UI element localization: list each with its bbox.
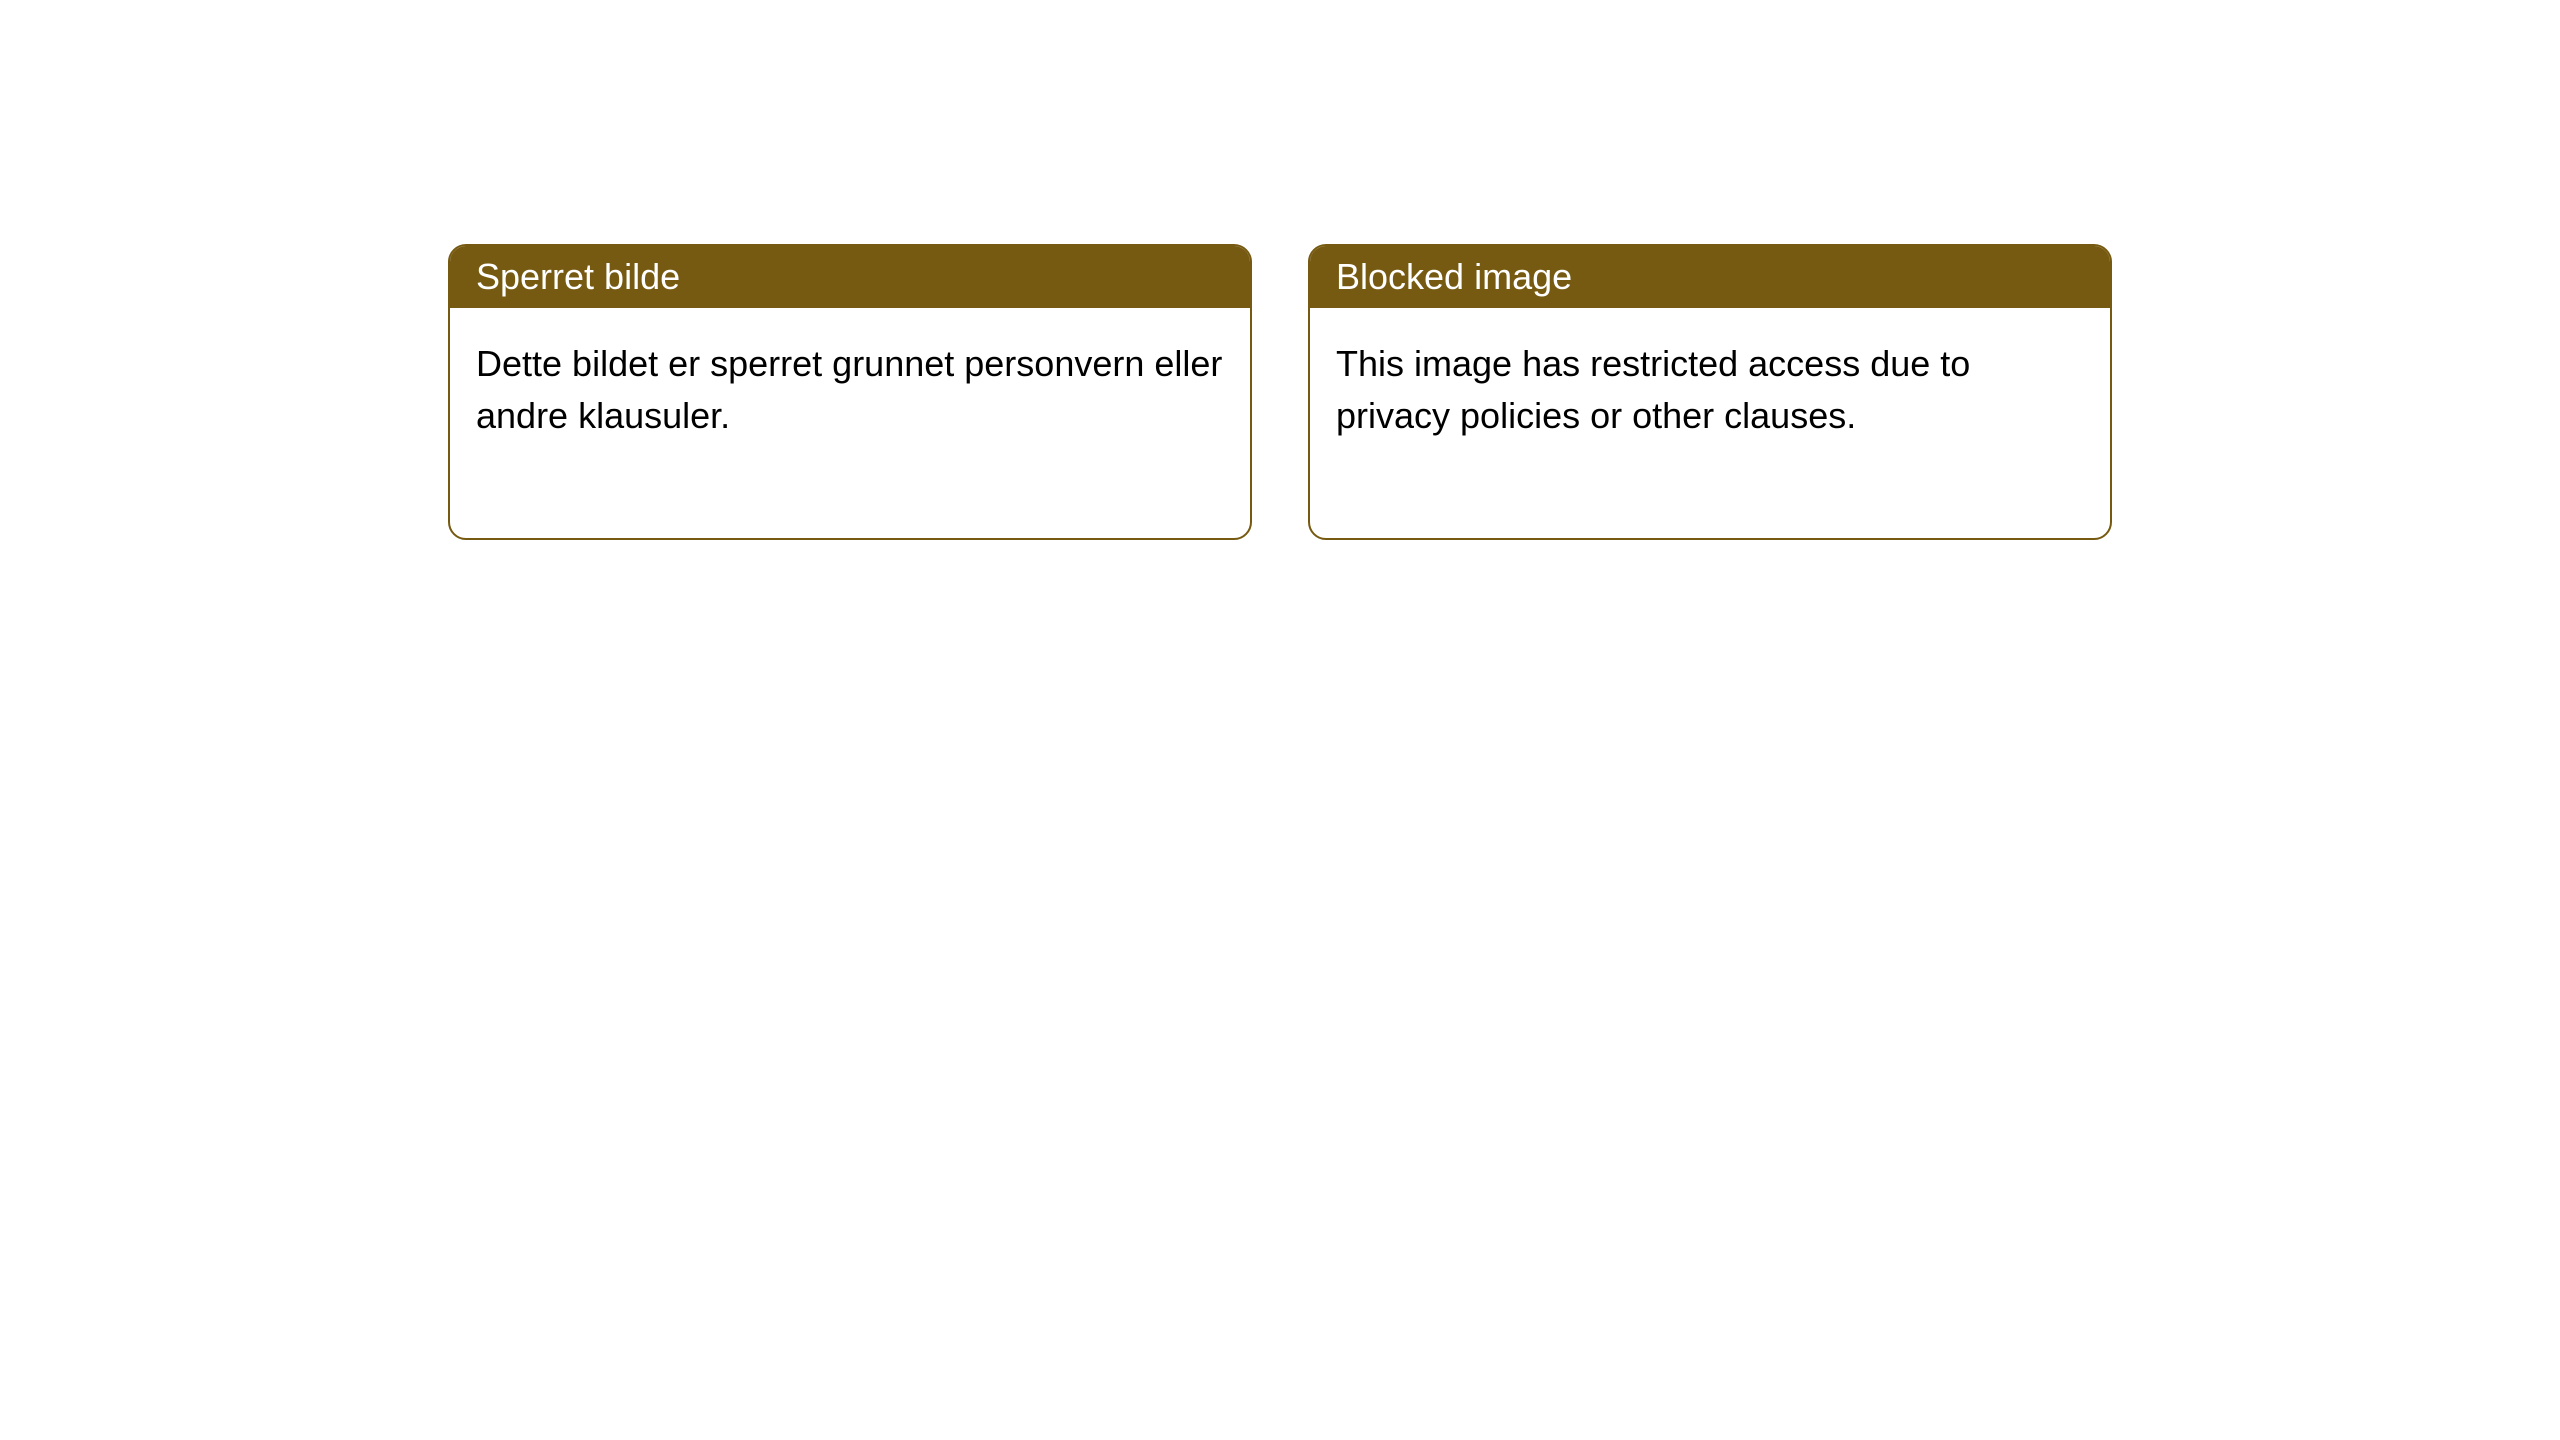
notice-title: Blocked image [1336,256,1572,297]
notice-card-english: Blocked image This image has restricted … [1308,244,2112,540]
notice-body: This image has restricted access due to … [1310,308,2110,538]
notice-message: This image has restricted access due to … [1336,343,1970,436]
notice-body: Dette bildet er sperret grunnet personve… [450,308,1250,538]
notice-header: Sperret bilde [450,246,1250,308]
notice-card-norwegian: Sperret bilde Dette bildet er sperret gr… [448,244,1252,540]
notice-container: Sperret bilde Dette bildet er sperret gr… [448,244,2112,540]
notice-header: Blocked image [1310,246,2110,308]
notice-message: Dette bildet er sperret grunnet personve… [476,343,1222,436]
notice-title: Sperret bilde [476,256,680,297]
